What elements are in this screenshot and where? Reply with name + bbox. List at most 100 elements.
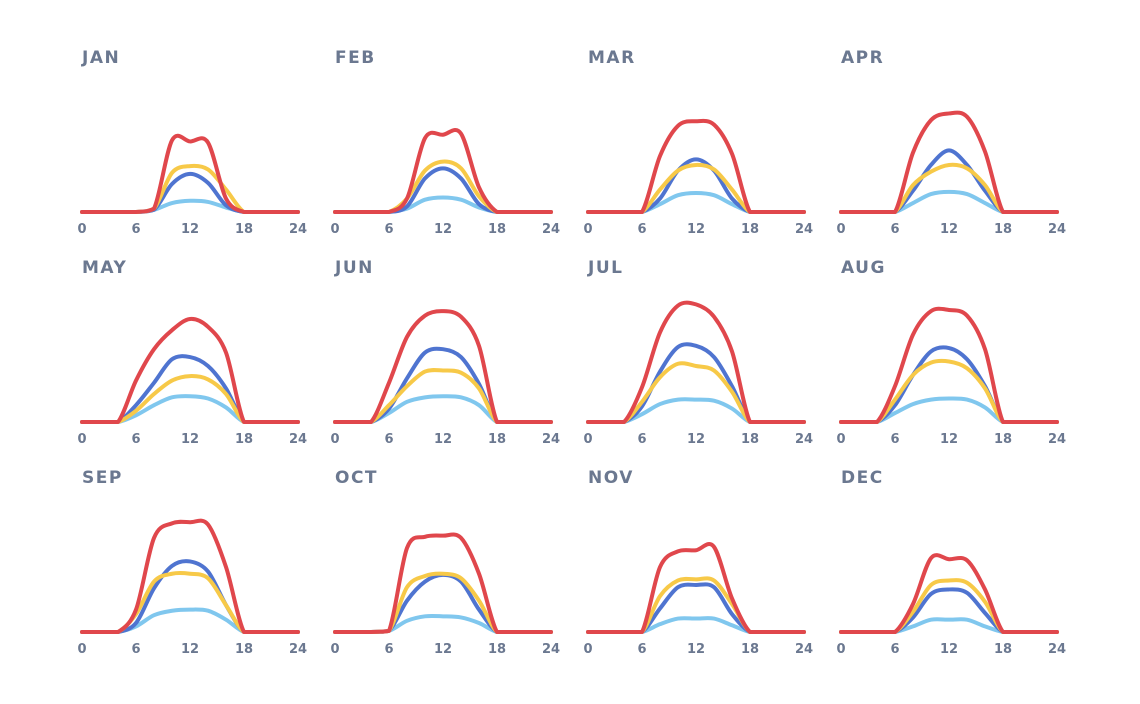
chart-panel-mar: MAR 0 6 12 18 24 [583, 48, 828, 248]
x-tick-label: 18 [994, 642, 1012, 657]
series-line-yellow [80, 374, 300, 424]
series-line-lightblue [586, 397, 806, 424]
x-tick-label: 24 [289, 432, 307, 447]
series-line-lightblue [586, 190, 806, 214]
series-line-blue [839, 148, 1059, 214]
series-line-lightblue [333, 613, 553, 634]
x-tick-label: 6 [890, 432, 899, 447]
x-tick-label: 24 [542, 432, 560, 447]
series-line-yellow [839, 162, 1059, 214]
series-line-red [586, 300, 806, 424]
x-tick-label: 12 [434, 642, 452, 657]
x-tick-label: 0 [583, 222, 592, 237]
series-line-blue [80, 171, 300, 214]
x-tick-label: 24 [795, 642, 813, 657]
x-tick-label: 12 [434, 432, 452, 447]
x-tick-label: 6 [890, 222, 899, 237]
series-line-blue [839, 345, 1059, 424]
series-line-red [333, 532, 553, 634]
plot-area: 0 6 12 18 24 [77, 133, 307, 237]
x-tick-label: 0 [583, 642, 592, 657]
plot-area: 0 6 12 18 24 [836, 306, 1066, 447]
series-line-red [839, 110, 1059, 214]
panel-title: SEP [82, 468, 123, 488]
x-tick-label: 18 [994, 432, 1012, 447]
chart-panel-feb: FEB 0 6 12 18 24 [330, 48, 575, 248]
series-line-blue [586, 582, 806, 634]
x-tick-label: 12 [687, 222, 705, 237]
x-tick-label: 0 [583, 432, 592, 447]
series-line-lightblue [586, 616, 806, 634]
chart-panel-oct: OCT 0 6 12 18 24 [330, 468, 575, 668]
series-line-yellow [586, 361, 806, 424]
x-tick-label: 0 [330, 222, 339, 237]
series-line-lightblue [839, 396, 1059, 424]
x-tick-label: 24 [1048, 642, 1066, 657]
x-tick-label: 18 [488, 222, 506, 237]
x-tick-label: 24 [289, 222, 307, 237]
plot-area: 0 6 12 18 24 [583, 300, 813, 447]
panel-title: OCT [335, 468, 379, 488]
x-tick-label: 24 [1048, 432, 1066, 447]
chart-panel-jun: JUN 0 6 12 18 24 [330, 258, 575, 458]
x-tick-label: 6 [131, 642, 140, 657]
x-tick-label: 6 [384, 222, 393, 237]
series-line-blue [333, 346, 553, 424]
plot-area: 0 6 12 18 24 [77, 518, 307, 657]
x-tick-label: 12 [940, 432, 958, 447]
x-tick-label: 6 [637, 432, 646, 447]
chart-panel-jul: JUL 0 6 12 18 24 [583, 258, 828, 458]
panel-title: JUN [335, 258, 374, 278]
x-tick-label: 6 [890, 642, 899, 657]
x-tick-label: 6 [131, 432, 140, 447]
x-tick-label: 12 [687, 642, 705, 657]
series-line-lightblue [80, 607, 300, 634]
series-line-lightblue [333, 394, 553, 424]
x-tick-label: 18 [488, 642, 506, 657]
x-tick-label: 0 [836, 642, 845, 657]
plot-area: 0 6 12 18 24 [836, 553, 1066, 657]
x-tick-label: 18 [741, 222, 759, 237]
x-tick-label: 6 [637, 642, 646, 657]
x-tick-label: 6 [384, 642, 393, 657]
x-tick-label: 0 [836, 432, 845, 447]
panel-title: JAN [82, 48, 121, 68]
x-tick-label: 0 [330, 642, 339, 657]
series-line-red [839, 306, 1059, 424]
x-tick-label: 24 [795, 222, 813, 237]
series-line-red [333, 309, 553, 424]
series-line-lightblue [839, 189, 1059, 214]
x-tick-label: 18 [741, 642, 759, 657]
panel-title: MAY [82, 258, 128, 278]
x-tick-label: 24 [795, 432, 813, 447]
x-tick-label: 0 [77, 642, 86, 657]
panel-title: NOV [588, 468, 634, 488]
x-tick-label: 18 [488, 432, 506, 447]
panel-title: MAR [588, 48, 636, 68]
x-tick-label: 12 [181, 432, 199, 447]
series-line-blue [586, 157, 806, 214]
series-line-blue [333, 572, 553, 634]
series-line-red [839, 553, 1059, 634]
chart-panel-jan: JAN 0 6 12 18 24 [77, 48, 322, 248]
x-tick-label: 18 [235, 222, 253, 237]
x-tick-label: 0 [836, 222, 845, 237]
x-tick-label: 18 [235, 642, 253, 657]
chart-panel-aug: AUG 0 6 12 18 24 [836, 258, 1081, 458]
plot-area: 0 6 12 18 24 [330, 128, 560, 237]
series-line-blue [333, 166, 553, 214]
x-tick-label: 12 [181, 222, 199, 237]
panel-title: AUG [841, 258, 886, 278]
series-line-blue [839, 587, 1059, 634]
plot-area: 0 6 12 18 24 [77, 316, 307, 447]
series-line-yellow [839, 358, 1059, 424]
series-line-red [586, 118, 806, 214]
x-tick-label: 24 [542, 642, 560, 657]
plot-area: 0 6 12 18 24 [330, 309, 560, 447]
series-line-red [80, 518, 300, 634]
x-tick-label: 18 [741, 432, 759, 447]
chart-panel-sep: SEP 0 6 12 18 24 [77, 468, 322, 668]
panel-title: DEC [841, 468, 884, 488]
series-line-red [80, 133, 300, 214]
